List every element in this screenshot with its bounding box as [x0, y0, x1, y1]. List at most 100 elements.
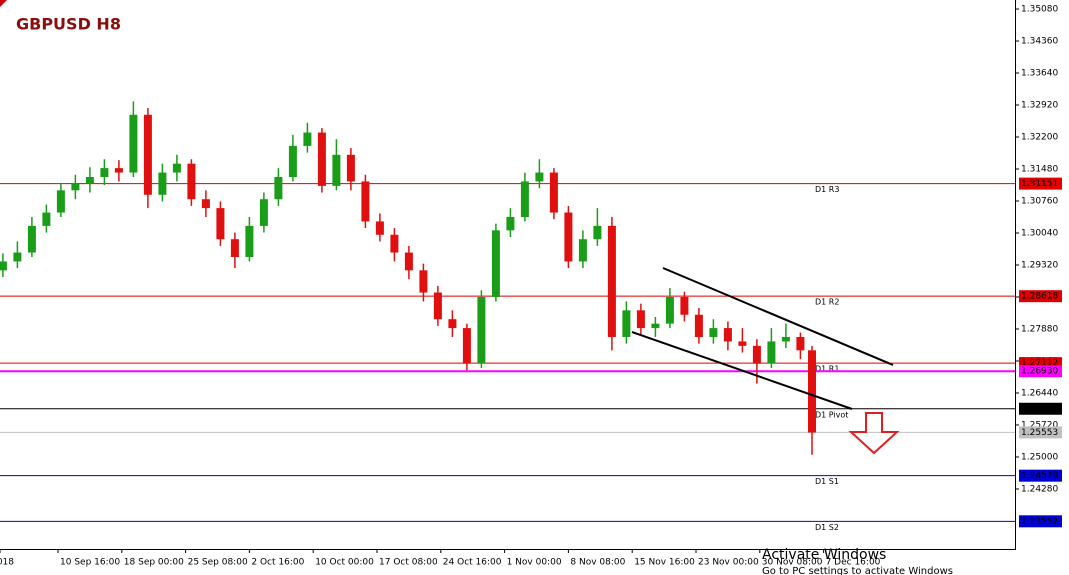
watermark-text: Go to PC settings to activate Windows	[762, 566, 953, 575]
level-price-label: 1.26085	[1021, 404, 1058, 414]
trend-line	[662, 267, 894, 366]
level-price-label: 1.27112	[1021, 359, 1058, 369]
candle-body	[433, 292, 442, 320]
candle-body	[564, 212, 573, 262]
candle-body	[694, 314, 703, 337]
candle-body	[781, 336, 790, 342]
level-price-box	[1019, 515, 1062, 528]
y-tick-label: 1.34360	[1021, 37, 1058, 47]
candle-body	[332, 154, 341, 186]
candle-body	[129, 114, 138, 173]
candle-body	[404, 252, 413, 271]
candle-body	[520, 181, 529, 217]
x-tick-label: 25 Sep 08:00	[188, 558, 248, 568]
candle-body	[13, 252, 22, 262]
candle-body	[636, 310, 645, 329]
level-price-box	[1019, 177, 1062, 190]
x-tick-label: 15 Nov 16:00	[634, 558, 695, 568]
candle-body	[172, 163, 181, 173]
level-price-label: 1.24579	[1021, 471, 1058, 481]
candle-body	[491, 230, 500, 297]
x-tick-label: 10 Sep 16:00	[60, 558, 120, 568]
x-tick-label: 18 Sep 00:00	[124, 558, 184, 568]
candle-body	[549, 172, 558, 213]
candle-body	[317, 132, 326, 186]
level-price-box	[1019, 469, 1062, 482]
y-tick-label: 1.32200	[1021, 133, 1058, 143]
candle-body	[216, 208, 225, 240]
candle-body	[462, 328, 471, 364]
candle-body	[448, 319, 457, 329]
y-tick-label: 1.31480	[1021, 165, 1058, 175]
level-name: D1 R3	[815, 185, 839, 194]
candle-body	[680, 296, 689, 315]
candle-body	[506, 216, 515, 231]
y-tick-label: 1.30040	[1021, 228, 1058, 238]
candle-body	[578, 239, 587, 262]
trend-line	[631, 331, 853, 410]
chart-title: GBPUSD H8	[16, 15, 121, 34]
candle-body	[477, 296, 486, 364]
level-price-box	[1019, 426, 1062, 439]
level-price-box	[1019, 402, 1062, 415]
x-tick-label: 7 Dec 16:00	[826, 558, 881, 568]
x-tick-label: 10 Oct 00:00	[315, 558, 374, 568]
candle-body	[114, 168, 123, 173]
x-tick-label: 24 Oct 16:00	[443, 558, 502, 568]
x-tick-label: 30 Nov 08:00	[762, 558, 823, 568]
candle-body	[0, 261, 7, 271]
level-name: D1 Pivot	[815, 410, 848, 419]
candle-body	[71, 183, 80, 191]
candle-body	[201, 199, 210, 209]
candle-body	[274, 177, 283, 200]
candle-body	[56, 190, 65, 213]
level-price-label: 1.23552	[1021, 517, 1058, 527]
x-tick-label: 8 Nov 08:00	[570, 558, 625, 568]
watermark-text: Activate Windows	[762, 547, 886, 563]
level-price-label: 1.26930	[1021, 367, 1058, 377]
trend-channel	[631, 267, 894, 410]
candle-body	[288, 145, 297, 178]
candle-body	[42, 212, 51, 226]
y-tick-label: 1.29320	[1021, 260, 1058, 270]
level-name: D1 S1	[815, 477, 839, 486]
level-price-box	[1019, 365, 1062, 378]
x-tick-label: 17 Oct 08:00	[379, 558, 438, 568]
candle-body	[187, 163, 196, 200]
y-tick-label: 1.26440	[1021, 388, 1058, 398]
candle-body	[143, 114, 152, 195]
candle-body	[375, 221, 384, 235]
level-price-label: 1.31151	[1021, 179, 1058, 189]
level-price-label: 1.25553	[1021, 428, 1058, 438]
candle-body	[259, 199, 268, 226]
candle-body	[245, 225, 254, 257]
candle-body	[419, 270, 428, 293]
x-tick-label: 23 Nov 00:00	[698, 558, 759, 568]
candle-body	[607, 225, 616, 337]
candle-body	[85, 177, 94, 184]
y-tick-label: 1.24280	[1021, 484, 1058, 494]
candle-body	[622, 310, 631, 337]
candle-body	[230, 239, 239, 257]
candle-body	[593, 225, 602, 240]
candle-body	[796, 336, 805, 351]
candle-body	[303, 132, 312, 146]
candle-body	[767, 341, 776, 364]
candle-body	[390, 234, 399, 253]
candle-body	[651, 323, 660, 329]
x-tick-label: 2 Oct 16:00	[251, 558, 304, 568]
candle-body	[27, 225, 36, 253]
level-name: D1 S2	[815, 523, 839, 532]
y-tick-label: 1.27880	[1021, 324, 1058, 334]
plot-area: D1 R3 D1 R2 D1 R1 D1 Pivot D1 S1 D1 S2	[0, 101, 1015, 532]
candle-body	[709, 328, 718, 337]
x-tick-label: 1 Nov 00:00	[507, 558, 562, 568]
candle-body	[723, 328, 732, 342]
candle-body	[158, 172, 167, 195]
y-tick-label: 1.35080	[1021, 5, 1058, 15]
level-name: D1 R1	[815, 365, 839, 374]
corner-marker	[0, 0, 7, 7]
level-price-box	[1019, 290, 1062, 303]
